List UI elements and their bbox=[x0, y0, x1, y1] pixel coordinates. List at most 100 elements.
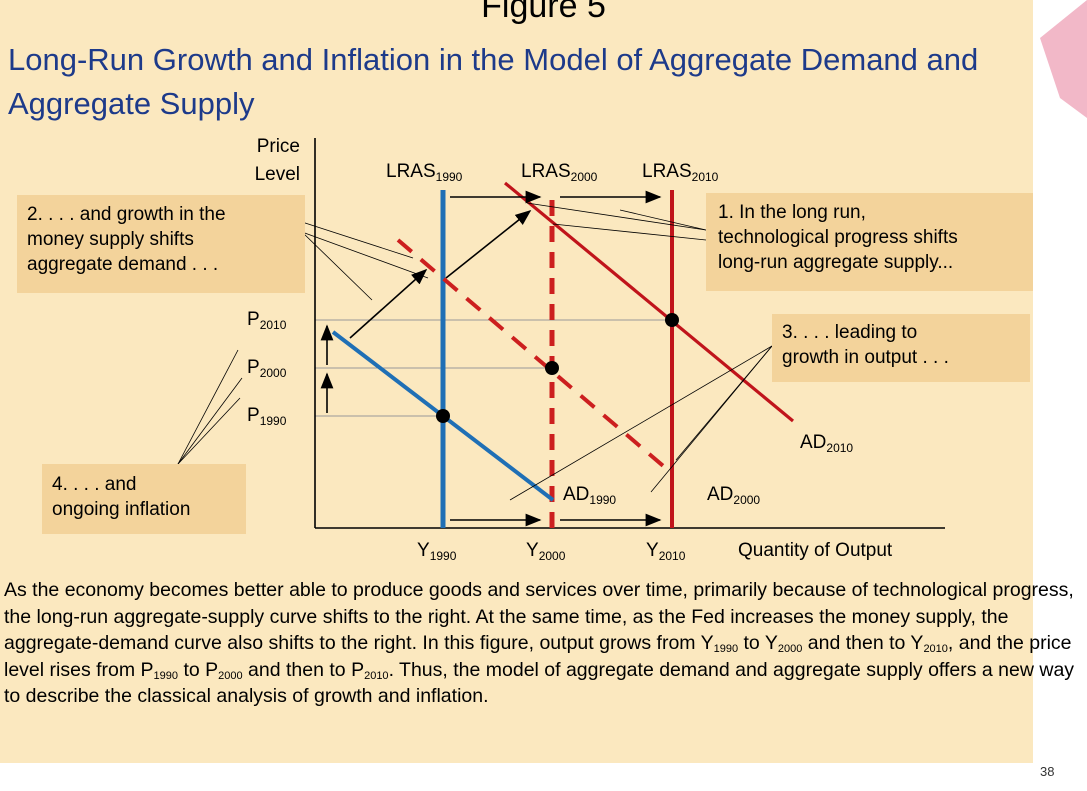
ad-label: AD2010 bbox=[800, 432, 853, 455]
callout-1-line-3: long-run aggregate supply... bbox=[718, 252, 954, 273]
leader-line bbox=[177, 349, 239, 465]
callout-1-line-1: 1. In the long run, bbox=[718, 202, 866, 223]
caption-p-sub: 1990 bbox=[153, 669, 179, 682]
leader-line bbox=[619, 209, 707, 231]
ad-label-sub: 2010 bbox=[826, 441, 853, 455]
y-tick-label-sub: 1990 bbox=[430, 549, 457, 563]
leader-line bbox=[301, 231, 429, 279]
callout-lras-shift: 1. In the long run, technological progre… bbox=[706, 193, 1033, 291]
equilibrium-points bbox=[436, 313, 679, 423]
p-tick-label-sub: 1990 bbox=[260, 414, 287, 428]
ad-label-sub: 1990 bbox=[589, 493, 616, 507]
lras-label-main: LRAS bbox=[642, 161, 692, 182]
callout-ad-shift: 2. . . . and growth in the money supply … bbox=[17, 195, 305, 293]
lras-label: LRAS2010 bbox=[642, 161, 719, 184]
caption-text: to bbox=[738, 632, 765, 654]
callout-3-line-1: 3. . . . leading to bbox=[782, 322, 918, 343]
shift-arrows bbox=[320, 190, 662, 527]
p-tick-label-sub: 2010 bbox=[260, 318, 287, 332]
y-tick-label-main: Y bbox=[417, 540, 430, 561]
page-title: Long-Run Growth and Inflation in the Mod… bbox=[8, 42, 979, 121]
caption-y-sub: 2000 bbox=[777, 643, 803, 655]
caption-y: Y bbox=[764, 632, 778, 654]
callout-output-growth: 3. . . . leading to growth in output . .… bbox=[772, 314, 1030, 382]
caption-y: Y bbox=[700, 632, 714, 654]
ad-shift-arrow bbox=[445, 210, 532, 279]
ad-label: AD1990 bbox=[563, 484, 616, 507]
caption-text: to bbox=[178, 658, 206, 681]
callout-3-line-2: growth in output . . . bbox=[782, 347, 949, 368]
caption-text: As the economy becomes better able to pr… bbox=[4, 579, 1074, 654]
y-tick-label: Y1990 bbox=[417, 540, 457, 563]
lras-label-sub: 2010 bbox=[692, 170, 719, 184]
p-tick-label: P2010 bbox=[247, 309, 287, 332]
guide-lines bbox=[315, 319, 672, 417]
caption-y-sub: 2010 bbox=[923, 643, 948, 655]
ad-label: AD2000 bbox=[707, 484, 760, 507]
ad-label-main: AD bbox=[563, 484, 589, 505]
y-tick-label-sub: 2000 bbox=[539, 549, 566, 563]
leader-line bbox=[177, 377, 243, 465]
x-axis-title: Quantity of Output bbox=[738, 540, 893, 561]
leader-line bbox=[509, 345, 773, 501]
equilibrium-point bbox=[665, 313, 679, 327]
y-axis-title-line2-main: Level bbox=[255, 164, 300, 185]
p-tick-label: P1990 bbox=[247, 405, 287, 428]
callout-2-line-2: money supply shifts bbox=[27, 229, 194, 250]
caption-text: , and the price level rises from bbox=[4, 632, 1072, 681]
leader-line bbox=[552, 223, 707, 241]
y-axis-title-line1: Price bbox=[257, 136, 300, 157]
caption-p-sub: 2010 bbox=[364, 669, 389, 682]
ad-curve bbox=[396, 238, 670, 472]
lras-label-sub: 1990 bbox=[436, 170, 463, 184]
ad-curve bbox=[503, 181, 795, 423]
caption-y-sub: 1990 bbox=[713, 643, 739, 655]
p-tick-label-main: P bbox=[247, 357, 260, 378]
caption-text: . Thus, the model of aggregate demand an… bbox=[4, 658, 1075, 708]
callout-leader-lines bbox=[177, 202, 773, 501]
callout-4-line-2: ongoing inflation bbox=[52, 499, 191, 520]
x-axis-title-main: Quantity of Output bbox=[738, 540, 893, 561]
y-tick-label: Y2000 bbox=[526, 540, 566, 563]
leader-line bbox=[177, 397, 241, 465]
p-tick-label: P2000 bbox=[247, 357, 287, 380]
callout-1-line-2: technological progress shifts bbox=[718, 227, 958, 248]
lras-label-main: LRAS bbox=[386, 161, 436, 182]
y-axis-title-line1-main: Price bbox=[257, 136, 300, 157]
caption-p: P bbox=[351, 658, 365, 681]
y-axis-title-line2: Level bbox=[255, 164, 300, 185]
equilibrium-point bbox=[436, 409, 450, 423]
y-tick-label: Y2010 bbox=[646, 540, 686, 563]
lras-label: LRAS2000 bbox=[521, 161, 598, 184]
caption-p: P bbox=[140, 658, 154, 681]
callout-4-line-1: 4. . . . and bbox=[52, 474, 137, 495]
ad-label-main: AD bbox=[800, 432, 826, 453]
p-tick-label-main: P bbox=[247, 405, 260, 426]
caption-p-sub: 2000 bbox=[218, 669, 243, 682]
corner-decoration bbox=[1040, 0, 1087, 118]
caption-p: P bbox=[205, 658, 219, 681]
p-tick-label-sub: 2000 bbox=[260, 366, 287, 380]
leader-line bbox=[301, 221, 414, 259]
callout-2-line-1: 2. . . . and growth in the bbox=[27, 204, 226, 225]
callout-2-line-3: aggregate demand . . . bbox=[27, 254, 219, 275]
caption-y: Y bbox=[910, 632, 924, 654]
caption-text: and then to bbox=[802, 632, 911, 654]
y-tick-label-main: Y bbox=[526, 540, 539, 561]
axes bbox=[314, 138, 945, 529]
equilibrium-point bbox=[545, 361, 559, 375]
figure-label: Figure 5 bbox=[481, 0, 606, 25]
callout-inflation: 4. . . . and ongoing inflation bbox=[42, 464, 246, 534]
y-tick-label-main: Y bbox=[646, 540, 659, 561]
caption-text: and then to bbox=[242, 658, 352, 681]
ad-label-main: AD bbox=[707, 484, 733, 505]
p-tick-label-main: P bbox=[247, 309, 260, 330]
ad-label-sub: 2000 bbox=[733, 493, 760, 507]
leader-line bbox=[650, 345, 773, 493]
leader-line bbox=[526, 202, 707, 231]
y-tick-label-sub: 2010 bbox=[659, 549, 686, 563]
leader-line bbox=[301, 231, 373, 301]
lras-label: LRAS1990 bbox=[386, 161, 463, 184]
